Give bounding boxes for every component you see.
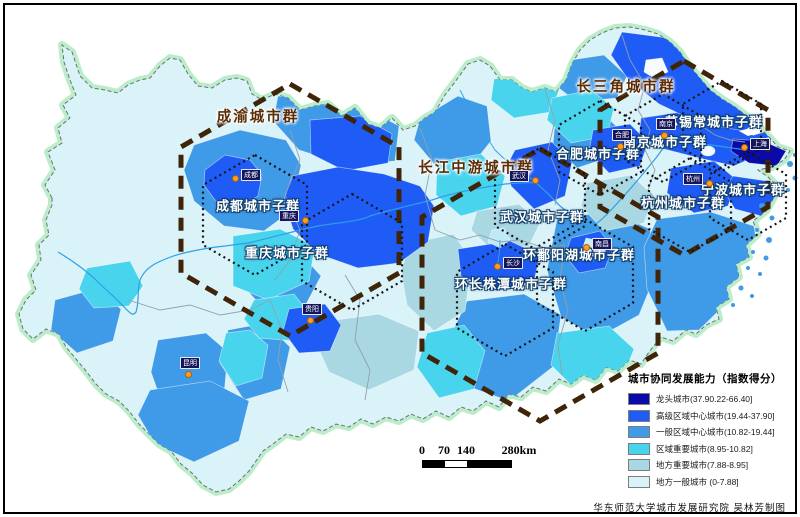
city-dot-icon xyxy=(231,174,239,182)
subcluster-label-5: 合肥城市子群 xyxy=(555,146,641,162)
province-borders xyxy=(127,34,746,401)
subcluster-label-0: 成都城市子群 xyxy=(215,198,301,214)
legend-item-4: 地方重要城市(7.88-8.95] xyxy=(628,457,798,474)
legend-item-label: 地方重要城市(7.88-8.95] xyxy=(656,460,749,471)
legend-title: 城市协同发展能力（指数得分） xyxy=(628,373,782,385)
city-label: 上海 xyxy=(750,138,770,150)
city-dot-icon xyxy=(531,176,539,184)
scale-bar-graphic xyxy=(422,460,512,468)
cluster-hexagons xyxy=(178,58,771,424)
legend-item-3: 区域重要城市(8.95-10.82] xyxy=(628,441,798,458)
cluster-label-1: 长江中游城市群 xyxy=(418,160,534,177)
hexagon-wuhan xyxy=(493,146,587,254)
hexagon-yangtze-delta xyxy=(597,58,771,258)
city-dot-icon xyxy=(184,370,192,378)
subcluster-hexagons xyxy=(201,79,788,358)
city-dot-icon xyxy=(616,142,624,150)
credit-line: 华东师范大学城市发展研究院 吴林芳制图 xyxy=(593,503,786,514)
cluster-label-2: 长三角城市群 xyxy=(576,79,676,96)
legend-item-2: 一般区域中心城市(10.82-19.44] xyxy=(628,424,798,441)
city-label: 成都 xyxy=(241,169,261,181)
subcluster-label-4: 环长株潭城市子群 xyxy=(454,276,568,292)
legend: 城市协同发展能力（指数得分） 龙头城市(37.90.22-66.40] 高级区域中… xyxy=(628,371,798,490)
scale-tick-280: 280km xyxy=(501,443,537,457)
legend-item-1: 高级区域中心城市(19.44-37.90] xyxy=(628,408,798,425)
subcluster-label-1: 重庆城市子群 xyxy=(244,245,330,261)
scale-tick-140: 140 xyxy=(457,443,475,457)
city-dot-icon xyxy=(493,262,501,270)
city-dot-icon xyxy=(705,179,713,187)
legend-swatch-icon xyxy=(628,442,650,455)
hexagon-suxichang xyxy=(681,79,763,173)
city-label: 长沙 xyxy=(503,257,523,269)
scale-tick-70: 70 xyxy=(438,443,450,457)
city-dot-icon xyxy=(301,216,309,224)
legend-item-label: 地方一般城市 (0-7.88] xyxy=(656,476,739,487)
legend-item-0: 龙头城市(37.90.22-66.40] xyxy=(628,391,798,408)
legend-item-label: 高级区域中心城市(19.44-37.90] xyxy=(656,410,775,421)
city-label: 南昌 xyxy=(592,238,612,250)
city-label: 杭州 xyxy=(683,173,703,185)
subcluster-label-9: 杭州城市子群 xyxy=(640,195,726,211)
hexagon-changzhutan xyxy=(455,242,555,358)
hexagon-middle-yangtze xyxy=(419,146,661,424)
city-label: 南京 xyxy=(656,118,676,130)
legend-items: 龙头城市(37.90.22-66.40] 高级区域中心城市(19.44-37.90… xyxy=(628,391,798,490)
legend-item-label: 龙头城市(37.90.22-66.40] xyxy=(656,394,753,405)
cluster-label-0: 成渝城市群 xyxy=(216,109,300,126)
legend-swatch-icon xyxy=(628,426,650,439)
legend-swatch-icon xyxy=(628,459,650,472)
city-label: 武汉 xyxy=(509,170,529,182)
city-label: 重庆 xyxy=(279,210,299,222)
city-dot-icon xyxy=(306,316,314,324)
legend-swatch-icon xyxy=(628,393,650,406)
city-dot-icon xyxy=(582,243,590,251)
city-dot-icon xyxy=(740,143,748,151)
legend-item-label: 区域重要城市(8.95-10.82] xyxy=(656,443,753,454)
subcluster-label-8: 宁波城市子群 xyxy=(700,182,786,198)
scale-tick-0: 0 xyxy=(419,443,425,457)
subcluster-label-2: 武汉城市子群 xyxy=(499,209,585,225)
hexagon-poyang xyxy=(535,217,635,333)
city-label: 合肥 xyxy=(612,129,632,141)
legend-item-5: 地方一般城市 (0-7.88] xyxy=(628,474,798,491)
subcluster-label-6: 南京城市子群 xyxy=(622,134,708,150)
subcluster-label-3: 环鄱阳湖城市子群 xyxy=(522,247,636,263)
city-label: 贵阳 xyxy=(302,303,322,315)
city-dot-icon xyxy=(660,131,668,139)
city-label: 昆明 xyxy=(180,357,200,369)
legend-swatch-icon xyxy=(628,409,650,422)
coastal-islands xyxy=(731,153,798,307)
legend-swatch-icon xyxy=(628,475,650,488)
legend-item-label: 一般区域中心城市(10.82-19.44] xyxy=(656,427,775,438)
subcluster-label-7: 苏锡常城市子群 xyxy=(664,114,764,130)
scale-bar: 0 70 140 280km xyxy=(404,443,564,473)
